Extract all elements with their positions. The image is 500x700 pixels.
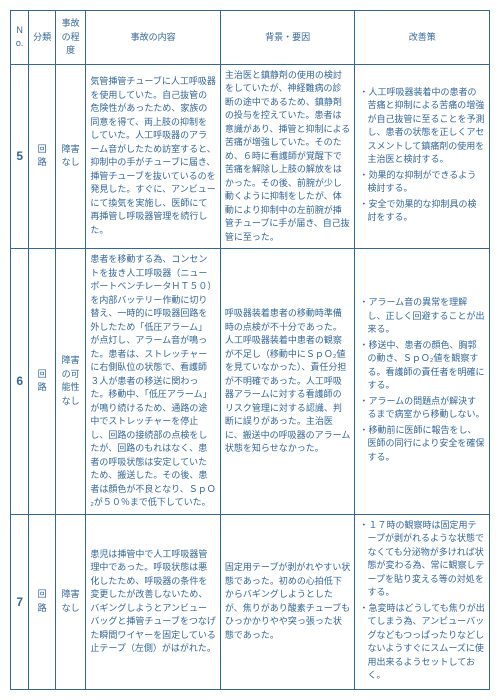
cell-background: 固定用テープが剥がれやすい状態であった。初めの心拍低下からバギングしようとしたが…	[220, 514, 355, 689]
cell-improvement: アラーム音の異常を理解し、正しく回避することが出来る。移送中、患者の顔色、胸郭の…	[355, 249, 490, 515]
improvement-item: 移動前に医師に報告をし、医師の同行により安全を確保する。	[368, 424, 485, 465]
cell-background: 呼吸器装着患者の移動時準備時の点検が不十分であった。人工呼吸器装着中患者の観察が…	[220, 249, 355, 515]
cell-category: 回路	[29, 514, 55, 689]
table-row: 5回路障害なし気管挿管チューブに人工呼吸器を使用していた。自己抜管の危険性があっ…	[11, 64, 490, 249]
cell-severity: 障害なし	[55, 514, 86, 689]
cell-severity: 障害の可能性なし	[55, 249, 86, 515]
header-background: 背景・要因	[220, 11, 355, 65]
cell-improvement: １７時の観察時は固定用テープが剥がれるような状態でなくても分泌物が多ければ状態が…	[355, 514, 490, 689]
table-row: 6回路障害の可能性なし患者を移動する為、コンセントを抜き人工呼吸器（ニューポート…	[11, 249, 490, 515]
cell-content: 患児は挿管中で人工呼吸器管理中であった。呼吸状態は悪化したため、呼吸器の条件を変…	[86, 514, 221, 689]
cell-no: 6	[11, 249, 29, 515]
header-row: No. 分類 事故の程度 事故の内容 背景・要因 改善策	[11, 11, 490, 65]
improvement-item: 急変時はどうしても焦りが出てしまう為、アンビューバッグなどもつっぱったりなどしな…	[368, 602, 485, 683]
improvement-item: 効果的な抑制ができるよう検討する。	[368, 169, 485, 196]
improvement-item: アラーム音の異常を理解し、正しく回避することが出来る。	[368, 296, 485, 337]
header-content: 事故の内容	[86, 11, 221, 65]
cell-content: 気管挿管チューブに人工呼吸器を使用していた。自己抜管の危険性があったため、家族の…	[86, 64, 221, 249]
incident-table: No. 分類 事故の程度 事故の内容 背景・要因 改善策 5回路障害なし気管挿管…	[10, 10, 490, 690]
cell-no: 7	[11, 514, 29, 689]
improvement-item: 人工呼吸器装着中の患者の苦痛と抑制による苦痛の増強が自己抜管に至ることを予測し、…	[368, 86, 485, 167]
cell-background: 主治医と鎮静剤の使用の検討をしていたが、神経難病の診断の途中であるため、鎮静剤の…	[220, 64, 355, 249]
header-severity: 事故の程度	[55, 11, 86, 65]
improvement-item: アラームの問題点が解決するまで病室から移動しない。	[368, 395, 485, 422]
cell-category: 回路	[29, 249, 55, 515]
improvement-item: 移送中、患者の顔色、胸郭の動き、ＳｐＯ₂値を観察する。看護師の責任者を明確にする…	[368, 339, 485, 393]
table-body: 5回路障害なし気管挿管チューブに人工呼吸器を使用していた。自己抜管の危険性があっ…	[11, 64, 490, 689]
cell-content: 患者を移動する為、コンセントを抜き人工呼吸器（ニューポートベンチレータＨＴ５０）…	[86, 249, 221, 515]
header-improvement: 改善策	[355, 11, 490, 65]
table-row: 7回路障害なし患児は挿管中で人工呼吸器管理中であった。呼吸状態は悪化したため、呼…	[11, 514, 490, 689]
cell-no: 5	[11, 64, 29, 249]
cell-severity: 障害なし	[55, 64, 86, 249]
cell-category: 回路	[29, 64, 55, 249]
header-no: No.	[11, 11, 29, 65]
header-category: 分類	[29, 11, 55, 65]
improvement-item: 安全で効果的な抑制具の検討をする。	[368, 198, 485, 225]
cell-improvement: 人工呼吸器装着中の患者の苦痛と抑制による苦痛の増強が自己抜管に至ることを予測し、…	[355, 64, 490, 249]
improvement-item: １７時の観察時は固定用テープが剥がれるような状態でなくても分泌物が多ければ状態が…	[368, 519, 485, 600]
